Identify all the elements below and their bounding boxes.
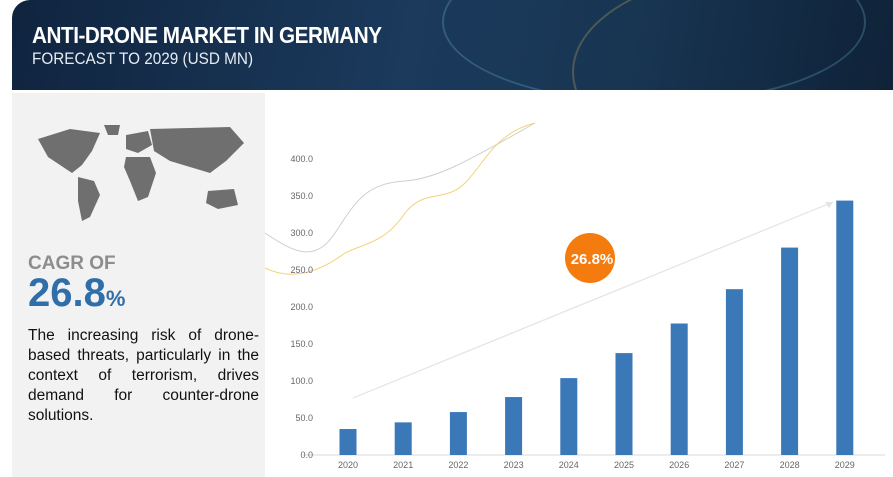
x-tick-label: 2026 — [669, 460, 689, 470]
cagr-unit: % — [105, 286, 126, 311]
y-tick-label: 300.0 — [290, 228, 313, 238]
x-tick-label: 2021 — [393, 460, 413, 470]
chart-bars — [339, 200, 854, 455]
bar-chart: 0.0 50.0 100.0 150.0 200.0 250.0 300.0 350.0 400… — [265, 122, 885, 470]
page-title: ANTI-DRONE MARKET IN GERMANY — [32, 22, 382, 48]
cagr-number: 26.8 — [28, 271, 106, 315]
y-tick-label: 100.0 — [290, 376, 313, 386]
description-text: The increasing risk of drone-based threa… — [28, 327, 259, 424]
x-tick-label: 2020 — [338, 460, 358, 470]
x-tick-label: 2023 — [504, 460, 524, 470]
decor-curve-gray — [265, 122, 536, 253]
header-banner: ANTI-DRONE MARKET IN GERMANY FORECAST TO… — [12, 0, 893, 90]
bar-2028 — [781, 247, 799, 455]
page-subtitle: FORECAST TO 2029 (USD MN) — [32, 49, 254, 68]
trend-arrow — [352, 201, 834, 399]
bar-2023 — [505, 397, 523, 455]
bar-2026 — [670, 323, 688, 455]
bar-2029 — [836, 200, 854, 455]
x-tick-label: 2024 — [559, 460, 579, 470]
x-tick-label: 2027 — [724, 460, 744, 470]
y-tick-label: 150.0 — [290, 339, 313, 349]
bar-2021 — [394, 422, 412, 455]
x-tick-label: 2029 — [835, 460, 855, 470]
bar-2025 — [615, 353, 633, 455]
bar-2027 — [725, 289, 743, 455]
bar-2024 — [560, 378, 578, 455]
y-tick-label: 250.0 — [290, 265, 313, 275]
y-tick-label: 400.0 — [290, 154, 313, 164]
decor-curve-yellow — [265, 122, 536, 275]
y-tick-label: 350.0 — [290, 191, 313, 201]
x-tick-label: 2025 — [614, 460, 634, 470]
y-tick-label: 50.0 — [295, 413, 313, 423]
y-tick-label: 0.0 — [300, 450, 313, 460]
x-tick-label: 2028 — [780, 460, 800, 470]
bar-2020 — [339, 429, 357, 455]
x-tick-label: 2022 — [448, 460, 468, 470]
world-map-icon — [38, 125, 244, 221]
bar-2022 — [449, 412, 467, 455]
summary-panel: CAGR OF 26.8% The increasing risk of dro… — [12, 93, 265, 477]
cagr-label: CAGR OF — [28, 253, 116, 274]
trend-arrowhead — [825, 202, 833, 208]
cagr-value: 26.8% — [28, 271, 125, 316]
y-tick-label: 200.0 — [290, 302, 313, 312]
cagr-badge-label: 26.8% — [571, 251, 614, 268]
cagr-badge — [565, 233, 615, 283]
